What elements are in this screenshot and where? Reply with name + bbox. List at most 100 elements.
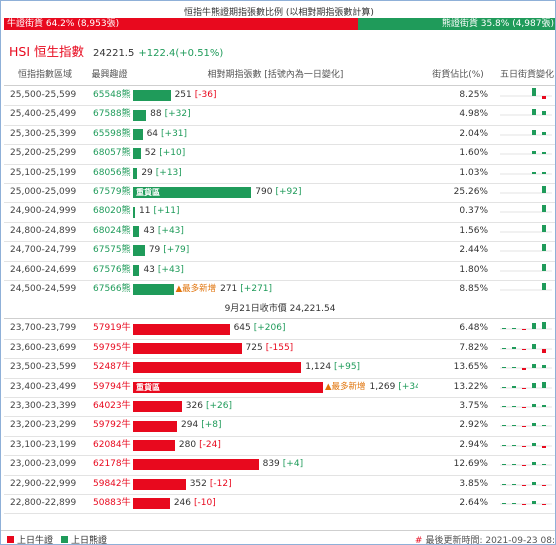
range-cell: 23,500-23,599 bbox=[10, 362, 77, 373]
sparkline-bar bbox=[532, 129, 536, 135]
sparkline-bar bbox=[532, 404, 536, 407]
bull-ratio-segment: 牛證街貨 64.2% (8,953張) bbox=[4, 18, 359, 30]
table-row[interactable]: 24,800-24,899 68024熊 43 [+43] 1.56% bbox=[4, 222, 555, 243]
warrant-code-link[interactable]: 65548熊 bbox=[93, 90, 131, 100]
contracts-delta: [+11] bbox=[153, 206, 180, 217]
percentage-cell: 3.85% bbox=[459, 478, 488, 489]
warrant-code-link[interactable]: 62084牛 bbox=[93, 439, 131, 450]
warrant-code-link[interactable]: 67575熊 bbox=[93, 245, 131, 256]
legend-bull-label: 上日牛證 bbox=[17, 536, 54, 545]
warrant-code-link[interactable]: 59795牛 bbox=[93, 342, 131, 353]
bull-contracts-bar bbox=[133, 362, 302, 374]
sparkline-chart bbox=[500, 364, 552, 371]
table-row[interactable]: 23,300-23,399 64023牛 326 [+26] 3.75% bbox=[4, 397, 555, 418]
header-contracts: 相對期指張數 [括號內為一日變化] bbox=[207, 70, 344, 80]
table-row[interactable]: 25,300-25,399 65598熊 64 [+31] 2.04% bbox=[4, 125, 555, 146]
range-cell: 23,700-23,799 bbox=[10, 323, 77, 334]
range-cell: 23,300-23,399 bbox=[10, 401, 77, 411]
contracts-delta: [+92] bbox=[275, 187, 302, 197]
range-cell: 23,000-23,099 bbox=[10, 459, 77, 470]
sparkline-bar bbox=[542, 263, 546, 271]
sparkline-bar bbox=[512, 464, 516, 466]
warrant-code-link[interactable]: 65598熊 bbox=[93, 128, 131, 139]
warrant-code-link[interactable]: 67579熊 bbox=[93, 187, 131, 197]
warrant-code-link[interactable]: 64023牛 bbox=[93, 401, 131, 411]
table-row[interactable]: 22,900-22,999 59842牛 352 [-12] 3.85% bbox=[4, 475, 555, 495]
table-row[interactable]: 24,700-24,799 67575熊 79 [+79] 2.44% bbox=[4, 241, 555, 262]
header-range: 恒指指數區域 bbox=[17, 70, 72, 80]
table-row[interactable]: 25,200-25,299 68057熊 52 [+10] 1.60% bbox=[4, 144, 555, 165]
warrant-code-link[interactable]: 68024熊 bbox=[93, 225, 131, 236]
contracts-cell: 246 [-10] bbox=[133, 494, 418, 513]
sparkline-bar bbox=[512, 328, 516, 330]
sparkline-chart bbox=[500, 442, 552, 448]
table-row[interactable]: 23,200-23,299 59792牛 294 [+8] 2.92% bbox=[4, 416, 555, 437]
table-row[interactable]: 23,600-23,699 59795牛 725 [-155] 7.82% bbox=[4, 339, 555, 360]
percentage-cell: 0.37% bbox=[459, 206, 488, 217]
contracts-cell: 79 [+79] bbox=[133, 241, 418, 260]
table-row[interactable]: 23,000-23,099 62178牛 839 [+4] 12.69% bbox=[4, 455, 555, 476]
contracts-delta: [+26] bbox=[205, 401, 232, 411]
warrant-code-link[interactable]: 62178牛 bbox=[93, 459, 131, 470]
bear-contracts-bar bbox=[133, 128, 143, 140]
warrant-code-link[interactable]: 59842牛 bbox=[93, 478, 131, 489]
bull-contracts-bar: 重貨區 bbox=[133, 381, 323, 393]
index-name[interactable]: HSI 恒生指數 bbox=[9, 44, 84, 59]
bear-contracts-bar bbox=[133, 284, 174, 296]
contracts-delta: [+32] bbox=[164, 109, 191, 120]
sparkline-chart bbox=[500, 205, 552, 213]
range-cell: 24,600-24,699 bbox=[10, 264, 77, 275]
table-row[interactable]: 22,800-22,899 50883牛 246 [-10] 2.64% bbox=[4, 494, 555, 515]
contracts-value: 64 bbox=[146, 128, 159, 139]
table-row[interactable]: 25,500-25,599 65548熊 251 [-36] 8.25% bbox=[4, 86, 555, 107]
sparkline-chart bbox=[500, 322, 552, 331]
warrant-code-link[interactable]: 50883牛 bbox=[93, 498, 131, 508]
contracts-value: 645 bbox=[233, 323, 251, 334]
contracts-value: 246 bbox=[173, 498, 192, 508]
sparkline-bar bbox=[502, 328, 506, 330]
sparkline-bar bbox=[522, 348, 526, 350]
warrant-code-link[interactable]: 68056熊 bbox=[93, 167, 131, 178]
contracts-value: 280 bbox=[178, 439, 197, 450]
warrant-code-link[interactable]: 59792牛 bbox=[93, 420, 131, 431]
contracts-cell: 29 [+13] bbox=[133, 164, 418, 183]
table-row[interactable]: 25,000-25,099 67579熊 重貨區 790 [+92] 25.26% bbox=[4, 183, 555, 204]
contracts-value: 326 bbox=[185, 401, 203, 411]
warrant-code-link[interactable]: 67566熊 bbox=[93, 284, 131, 294]
bear-contracts-bar bbox=[133, 225, 140, 237]
warrant-code-link[interactable]: 52487牛 bbox=[93, 362, 131, 373]
five-day-sparkline bbox=[498, 105, 555, 124]
table-row[interactable]: 24,500-24,599 67566熊 ▲最多新增 271 [+271] 8.85% bbox=[4, 280, 555, 301]
bull-contracts-bar bbox=[133, 420, 178, 432]
table-row[interactable]: 25,400-25,499 67588熊 88 [+32] 4.98% bbox=[4, 105, 555, 126]
sparkline-bar bbox=[532, 109, 536, 116]
sparkline-chart bbox=[500, 129, 552, 136]
table-row[interactable]: 24,900-24,999 68020熊 11 [+11] 0.37% bbox=[4, 202, 555, 223]
contracts-cell: 11 [+11] bbox=[133, 202, 418, 221]
table-row[interactable]: 25,100-25,199 68056熊 29 [+13] 1.03% bbox=[4, 164, 555, 184]
warrant-code-link[interactable]: 67576熊 bbox=[93, 264, 131, 275]
table-row[interactable]: 23,100-23,199 62084牛 280 [-24] 2.94% bbox=[4, 436, 555, 457]
warrant-code-link[interactable]: 67588熊 bbox=[93, 109, 131, 120]
sparkline-chart bbox=[500, 88, 552, 99]
warrant-code-link[interactable]: 68020熊 bbox=[93, 206, 131, 217]
contracts-cell: 64 [+31] bbox=[133, 125, 418, 144]
warrant-code-link[interactable]: 68057熊 bbox=[93, 148, 131, 159]
contracts-value: 79 bbox=[148, 245, 161, 256]
sparkline-bar bbox=[542, 425, 546, 427]
warrant-code-link[interactable]: 59794牛 bbox=[93, 381, 131, 392]
contracts-delta: [-36] bbox=[194, 90, 217, 100]
five-day-sparkline bbox=[498, 416, 555, 435]
contracts-cell: 725 [-155] bbox=[133, 339, 418, 358]
sparkline-bar bbox=[542, 484, 546, 486]
contracts-value: 725 bbox=[245, 342, 263, 353]
table-row[interactable]: 23,500-23,599 52487牛 1,124 [+95] 13.65% bbox=[4, 358, 555, 379]
range-cell: 23,100-23,199 bbox=[10, 439, 77, 450]
sparkline-bar bbox=[532, 343, 536, 349]
table-row[interactable]: 23,700-23,799 57919牛 645 [+206] 6.48% bbox=[4, 319, 555, 340]
sparkline-bar bbox=[532, 462, 536, 466]
warrant-code-link[interactable]: 57919牛 bbox=[93, 323, 131, 334]
five-day-sparkline bbox=[498, 241, 555, 260]
table-row[interactable]: 24,600-24,699 67576熊 43 [+43] 1.80% bbox=[4, 261, 555, 281]
